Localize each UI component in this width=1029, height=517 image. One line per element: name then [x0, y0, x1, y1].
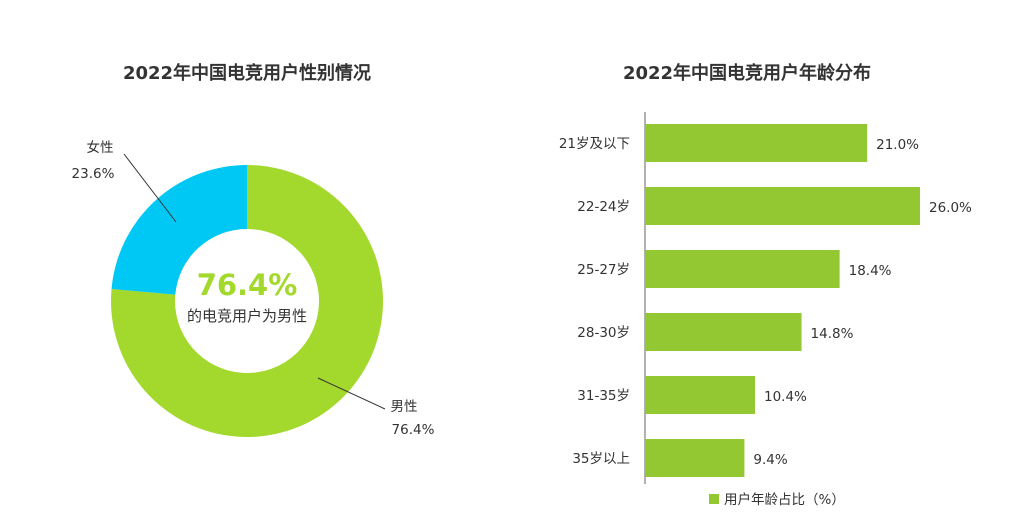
legend-swatch: [709, 494, 719, 504]
bar-1: [645, 187, 920, 225]
value-label-1: 26.0%: [929, 200, 972, 216]
female-slice: [111, 164, 248, 295]
bar-2: [645, 250, 840, 288]
category-label-4: 31-35岁: [577, 388, 630, 404]
bar-4: [645, 376, 755, 414]
category-label-5: 35岁以上: [572, 451, 630, 467]
bar-0: [645, 124, 868, 162]
male-leader-line: [317, 377, 386, 410]
bar-title: 2022年中国电竞用户年龄分布: [623, 62, 871, 84]
female-leader-line: [123, 153, 177, 223]
value-label-3: 14.8%: [811, 326, 854, 342]
category-label-1: 22-24岁: [577, 199, 630, 215]
value-label-2: 18.4%: [849, 263, 892, 279]
value-label-4: 10.4%: [764, 389, 807, 405]
value-label-5: 9.4%: [753, 452, 787, 468]
category-label-0: 21岁及以下: [559, 136, 630, 152]
value-label-0: 21.0%: [876, 137, 919, 153]
female-slice-label: 23.6%: [72, 166, 115, 182]
male-slice-label: 76.4%: [392, 422, 435, 438]
female-slice-name: 女性: [87, 139, 114, 156]
male-slice: [111, 165, 384, 437]
donut-center-value: 76.4%: [197, 268, 298, 302]
donut-title: 2022年中国电竞用户性别情况: [123, 62, 371, 84]
bar-3: [645, 313, 802, 351]
category-label-2: 25-27岁: [577, 262, 630, 278]
legend-label: 用户年龄占比（%）: [724, 491, 845, 508]
male-slice-name: 男性: [391, 399, 418, 415]
age-bar-chart: 2022年中国电竞用户年龄分布 21岁及以下 21.0% 22-24岁 26.0% 25…: [559, 62, 972, 508]
bar-5: [645, 439, 745, 477]
gender-donut-chart: 2022年中国电竞用户性别情况 76.4% 的电竞用户为男性 女性 23.6% …: [72, 62, 435, 438]
category-label-3: 28-30岁: [577, 325, 630, 341]
donut-center-text: 的电竞用户为男性: [187, 307, 307, 325]
